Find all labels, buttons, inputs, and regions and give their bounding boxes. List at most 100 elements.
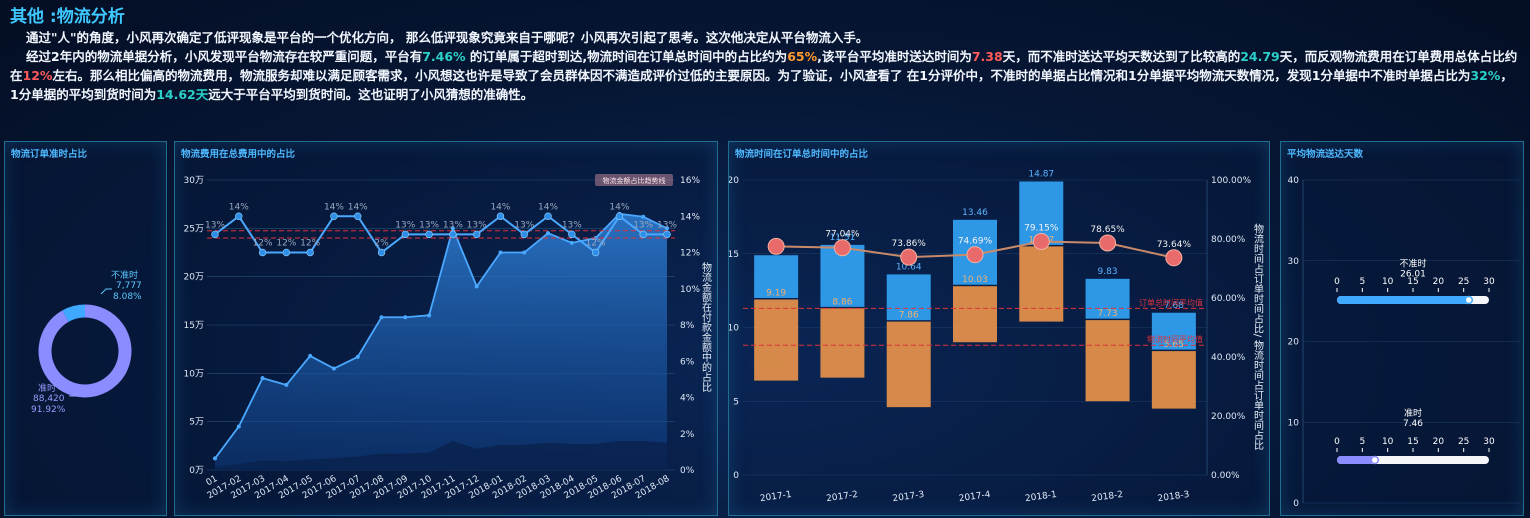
gauge-name: 不准时 (1399, 257, 1426, 269)
highlight-value: 32% (1470, 68, 1501, 83)
ratio-data-label: 13% (467, 220, 487, 230)
line-series-ratio (214, 214, 667, 254)
payment-point (450, 226, 455, 231)
bar-data-label: 7.68 (1164, 301, 1184, 311)
slider-tick-label: 20 (1433, 277, 1445, 287)
x-tick-label: 2017-2 (826, 490, 859, 504)
text-seg: 经过2年内的物流单据分析，小风发现平台物流存在较严重问题，平台有 (26, 49, 423, 64)
ratio-data-label: 12% (300, 239, 320, 249)
bar-logistics-time (886, 321, 931, 408)
payment-point (546, 231, 551, 236)
payment-point (569, 240, 574, 245)
ratio-data-label: 13% (443, 220, 463, 230)
slider-tick-label: 25 (1458, 277, 1469, 287)
highlight-value: 14.62天 (156, 87, 209, 102)
text-seg: ,该平台平均准时送达时间为 (817, 49, 972, 64)
pie-leader-line (69, 391, 79, 397)
ratio-data-label: 79.15% (1024, 224, 1059, 234)
y2-tick-label: 12% (680, 249, 700, 259)
ratio-data-label: 14% (229, 202, 249, 212)
y2-tick-label: 4% (680, 394, 695, 404)
highlight-value: 65% (787, 49, 818, 64)
area-chart: 0万 5万 10万 15万 20万 25万 30万 0% 2% 4% 6% 8% 10% 12% 14% 16… (184, 174, 712, 501)
x-tick-label: 2018-1 (1025, 490, 1058, 504)
ratio-point (900, 248, 918, 266)
y2-tick-label: 80.00% (1211, 235, 1246, 245)
ratio-data-label: 14% (538, 202, 558, 212)
highlight-value: 7.46% (422, 49, 466, 64)
panel-avg-days: 平均物流送达天数 0 10 20 30 40 不准时 26.01 0 5 10 15 20 25 30 准时… (1280, 141, 1524, 516)
y2-tick-label: 10% (680, 285, 700, 295)
y2-tick-label: 0.00% (1211, 471, 1240, 481)
y-tick-label: 20 (1288, 338, 1300, 348)
ratio-data-label: 13% (657, 220, 677, 230)
panel-logistics-cost: 物流费用在总费用中的占比 0万 5万 10万 15万 20万 25万 30万 0% 2% 4% 6%… (174, 141, 718, 516)
bar-data-label: 10.64 (896, 262, 922, 272)
y2-tick-label: 40.00% (1211, 353, 1246, 363)
bar-logistics-time (754, 299, 799, 381)
y-tick-label: 10 (729, 324, 739, 334)
gauge-name: 准时 (1404, 407, 1422, 419)
x-tick-label: 2018-3 (1157, 490, 1190, 504)
payment-point (308, 353, 313, 358)
y-tick-label: 30 (1288, 257, 1300, 267)
slider-tick-label: 30 (1483, 437, 1495, 447)
bar-data-label: 10.03 (962, 275, 988, 285)
slider-tick-label: 20 (1433, 437, 1445, 447)
payment-point (213, 456, 217, 461)
pie-slice (62, 304, 86, 322)
reference-line-label: 物流时间平均值 (1147, 334, 1203, 344)
bar-data-label: 7.86 (899, 311, 919, 321)
payment-point (355, 354, 360, 359)
payment-point (379, 315, 384, 320)
panel-logistics-time: 物流时间在订单总时间中的占比 0 5 10 15 20 0.00% 20.00% 40.00%… (728, 141, 1270, 516)
slider-tick-label: 5 (1359, 437, 1365, 447)
ratio-data-label: 13% (633, 220, 653, 230)
x-tick-label: 2017-1 (759, 490, 792, 504)
bar-order-time (886, 274, 931, 321)
pie-label-value: 7,777 (116, 281, 142, 291)
ratio-data-label: 74.69% (958, 237, 993, 247)
y2-tick-label: 0% (680, 466, 695, 476)
y2-tick-label: 100.00% (1211, 176, 1251, 186)
slider-tick-label: 25 (1458, 437, 1469, 447)
y-tick-label: 20 (729, 176, 739, 186)
slider-tick-label: 10 (1382, 277, 1394, 287)
slider-tick-label: 5 (1359, 277, 1365, 287)
intro-paragraph: 通过"人"的角度，小风再次确定了低评现象是平台的一个优化方向， 那么低评现象究竟… (26, 30, 869, 45)
panel-title: 物流费用在总费用中的占比 (181, 149, 296, 160)
panel-title: 物流订单准时占比 (11, 149, 88, 160)
bar-data-label: 8.86 (832, 297, 852, 307)
ratio-data-label: 14% (324, 202, 344, 212)
text-seg: 远大于平台平均到货时间。这也证明了小风猜想的准确性。 (208, 87, 534, 102)
pie-leader-line (100, 288, 112, 295)
y-tick-label: 0万 (189, 466, 204, 476)
legend-box (595, 174, 673, 186)
text-seg: ，1分单据的平均到货时间为 (10, 68, 1513, 102)
x-tick-label: 2017-4 (958, 490, 991, 504)
panel-title: 平均物流送达天数 (1287, 149, 1364, 160)
ratio-point (833, 239, 851, 257)
analysis-paragraph: 经过2年内的物流单据分析，小风发现平台物流存在较严重问题，平台有7.46% 的订… (10, 47, 1520, 104)
ratio-data-label: 13% (205, 220, 225, 230)
ratio-point (591, 248, 600, 257)
highlight-value: 12% (22, 68, 53, 83)
y2-tick-label: 6% (680, 357, 695, 367)
ratio-point (1165, 249, 1183, 267)
ratio-point (639, 230, 647, 239)
payment-point (665, 226, 669, 231)
bar-order-time (1151, 312, 1196, 350)
payment-point (474, 284, 479, 289)
ratio-point (377, 248, 386, 257)
legend-label: 物流金额占比趋势线 (603, 176, 666, 185)
slider-tick-label: 30 (1483, 277, 1495, 287)
ratio-point (258, 248, 267, 257)
bar-order-time (754, 255, 799, 298)
y2-axis-label: 物流金额在付款金额中的占比 (700, 261, 712, 392)
slider-tick-label: 10 (1382, 437, 1394, 447)
y2-tick-label: 8% (680, 321, 695, 331)
ratio-point (1032, 233, 1050, 251)
ratio-data-label: 13% (395, 220, 415, 230)
y2-tick-label: 60.00% (1211, 294, 1246, 304)
